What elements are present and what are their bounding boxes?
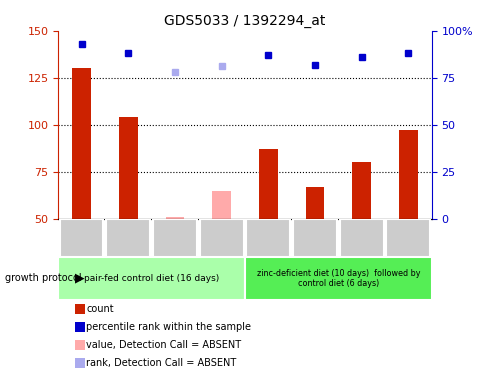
Text: growth protocol: growth protocol (5, 273, 81, 283)
Bar (258, 149, 277, 219)
Bar (165, 217, 184, 219)
Bar (244, 257, 431, 300)
Bar (119, 117, 137, 219)
Bar (212, 191, 230, 219)
Bar (199, 219, 243, 257)
Bar (72, 68, 91, 219)
Text: pair-fed control diet (16 days): pair-fed control diet (16 days) (84, 274, 219, 283)
Title: GDS5033 / 1392294_at: GDS5033 / 1392294_at (164, 14, 325, 28)
Bar (386, 219, 429, 257)
Bar (58, 257, 244, 300)
Bar (292, 219, 336, 257)
Bar (305, 187, 324, 219)
Text: value, Detection Call = ABSENT: value, Detection Call = ABSENT (86, 340, 241, 350)
Text: count: count (86, 304, 114, 314)
Bar (152, 219, 197, 257)
Bar (351, 162, 370, 219)
Bar (106, 219, 150, 257)
Bar (398, 131, 417, 219)
Text: zinc-deficient diet (10 days)  followed by
control diet (6 days): zinc-deficient diet (10 days) followed b… (256, 269, 419, 288)
Bar (339, 219, 383, 257)
Text: ▶: ▶ (75, 272, 85, 285)
Bar (60, 219, 103, 257)
Text: percentile rank within the sample: percentile rank within the sample (86, 322, 251, 332)
Text: rank, Detection Call = ABSENT: rank, Detection Call = ABSENT (86, 358, 236, 368)
Bar (246, 219, 289, 257)
